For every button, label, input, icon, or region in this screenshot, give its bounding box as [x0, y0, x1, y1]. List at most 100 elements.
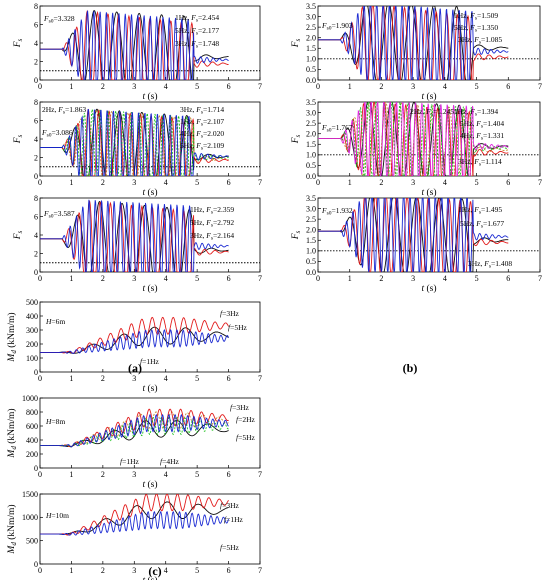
x-tick-label: 3 [132, 566, 136, 575]
y-tick-label: 8 [34, 2, 38, 11]
y-tick-label: 1000 [22, 394, 38, 403]
x-tick-label: 2 [101, 274, 105, 283]
x-axis-label: t (s) [421, 283, 436, 294]
series-line-f3hz [40, 316, 229, 354]
chart-c2: 0 1 2 3 4 5 6 7 0 200 400 600 800 1000 t (s) Md (kNm/m)… [6, 394, 262, 490]
y-tick-label: 400 [26, 436, 38, 445]
y-tick-label: 6 [34, 212, 38, 221]
annotation: f=2Hz [236, 415, 255, 424]
y-tick-label: 1.0 [306, 151, 316, 160]
y-tick-label: 2.5 [306, 119, 316, 128]
y-axis-label: Fs [291, 134, 302, 144]
annotation: f=5Hz [236, 433, 255, 442]
annotation: f=5Hz [220, 543, 239, 552]
y-tick-label: 500 [26, 536, 38, 545]
x-tick-label: 1 [69, 82, 73, 91]
x-axis-label: t (s) [142, 479, 157, 490]
y-tick-label: 600 [26, 422, 38, 431]
annotation: 1Hz, Fs=1.394 [454, 107, 498, 118]
y-tick-label: 0.0 [306, 172, 316, 181]
x-tick-label: 0 [316, 274, 320, 283]
series-line-f5hz [40, 510, 230, 536]
series-line-f1hz [40, 326, 229, 354]
y-tick-label: 300 [26, 326, 38, 335]
x-tick-label: 6 [227, 274, 231, 283]
chart-b3: 0 1 2 3 4 5 6 7 0.0 0.51.0 1.52.0 2.5 3.03.5 t (s) Fs F… [291, 194, 542, 294]
annotation: Fs0=3.587 [43, 209, 75, 220]
series-line-f4hz [40, 416, 229, 448]
y-tick-label: 1.5 [306, 140, 316, 149]
series-line-1hz [318, 102, 509, 176]
annotation: 3Hz, Fs=2.164 [190, 231, 234, 242]
annotation: 1Hz, Fs=1.509 [454, 11, 498, 22]
x-tick-label: 6 [506, 178, 510, 187]
y-tick-label: 800 [26, 408, 38, 417]
y-tick-label: 4 [34, 231, 38, 240]
x-tick-label: 7 [538, 178, 542, 187]
annotation: Fs0=3.328 [43, 14, 75, 25]
annotation: f=1Hz [224, 515, 243, 524]
x-tick-label: 5 [195, 470, 199, 479]
x-tick-label: 7 [258, 374, 262, 383]
x-tick-label: 6 [227, 470, 231, 479]
x-tick-label: 0 [38, 374, 42, 383]
y-tick-label: 200 [26, 340, 38, 349]
annotation: 5Hz, Fs=1.350 [454, 23, 498, 34]
annotation: f=3Hz [220, 309, 239, 318]
x-tick-label: 4 [443, 178, 447, 187]
y-tick-label: 2.5 [306, 23, 316, 32]
annotation: H=10m [45, 511, 69, 520]
plot-frame [39, 493, 261, 565]
x-axis-label: t (s) [142, 383, 157, 394]
y-tick-label: 1.0 [306, 55, 316, 64]
y-tick-label: 0.5 [306, 161, 316, 170]
annotation: f=3Hz [230, 403, 249, 412]
x-tick-label: 5 [195, 178, 199, 187]
annotation: 5Hz, Fs=1.677 [460, 219, 504, 230]
x-tick-label: 4 [443, 274, 447, 283]
x-tick-label: 3 [132, 374, 136, 383]
y-tick-label: 4 [34, 39, 38, 48]
y-axis-label: Fs [291, 230, 302, 240]
annotation: Fs0=3.086 [41, 128, 73, 139]
y-tick-label: 2.0 [306, 226, 316, 235]
annotation: 3Hz, Fs=1.408 [468, 259, 512, 270]
y-tick-label: 0.0 [306, 76, 316, 85]
series-line-5hz [40, 108, 229, 176]
x-tick-label: 6 [227, 374, 231, 383]
plot-frame [39, 301, 261, 373]
x-axis-label: t (s) [142, 283, 157, 294]
x-tick-label: 0 [38, 470, 42, 479]
x-tick-label: 5 [195, 274, 199, 283]
y-tick-label: 3.0 [306, 108, 316, 117]
y-tick-label: 0.5 [306, 257, 316, 266]
x-tick-label: 7 [538, 82, 542, 91]
x-tick-label: 5 [195, 82, 199, 91]
annotation: 5Hz, Fs=1.404 [460, 119, 504, 130]
x-tick-label: 5 [475, 274, 479, 283]
x-axis-label: t (s) [421, 91, 436, 102]
y-tick-label: 4 [34, 135, 38, 144]
series-line-1hz [318, 198, 509, 272]
x-tick-label: 0 [38, 178, 42, 187]
annotation: Fs0=1.767 [321, 123, 353, 134]
x-tick-label: 6 [506, 274, 510, 283]
x-tick-label: 1 [69, 274, 73, 283]
y-axis-label: Md (kNm/m) [6, 408, 18, 458]
x-tick-label: 6 [227, 178, 231, 187]
x-tick-label: 5 [475, 82, 479, 91]
panel-label-a: (a) [128, 361, 142, 375]
x-tick-label: 3 [411, 274, 415, 283]
y-tick-label: 0 [34, 172, 38, 181]
series-line-2hz [318, 102, 509, 176]
y-tick-label: 100 [26, 354, 38, 363]
y-axis-label: Md (kNm/m) [6, 312, 18, 362]
annotation: f=5Hz [228, 323, 247, 332]
x-tick-label: 2 [379, 178, 383, 187]
y-tick-label: 2.0 [306, 34, 316, 43]
series-line-5hz [40, 199, 229, 272]
annotation: 5Hz, Fs=2.792 [190, 218, 234, 229]
annotation: Fs0=1.932 [321, 206, 353, 217]
series-line-5hz [40, 10, 229, 80]
